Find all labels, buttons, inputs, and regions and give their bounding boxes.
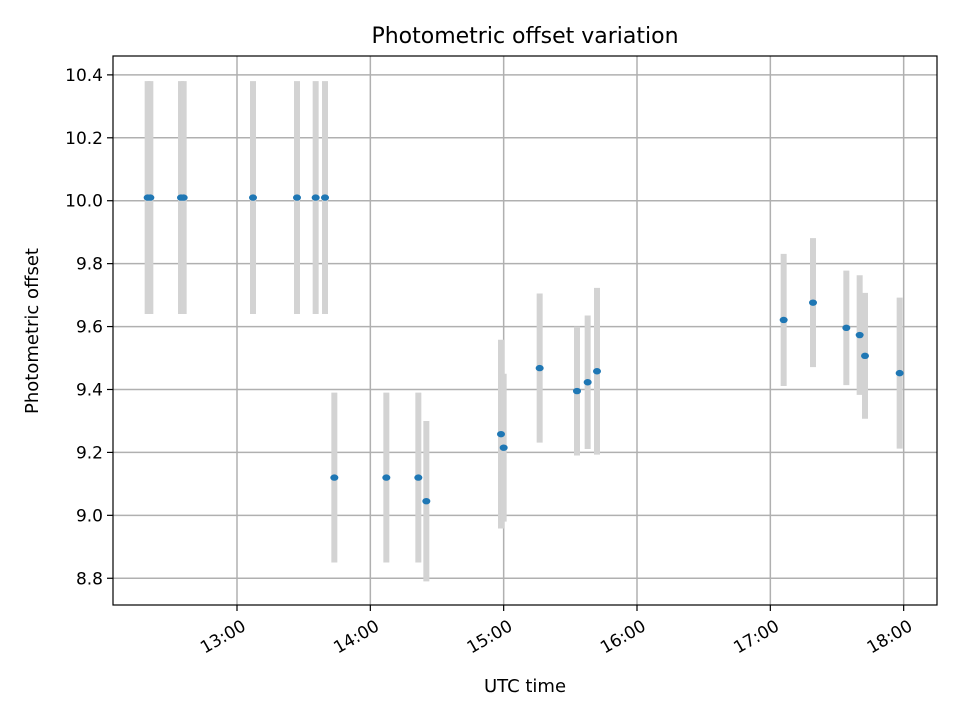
data-point: [895, 369, 904, 377]
y-tick-label: 9.4: [76, 380, 103, 400]
x-axis-label: UTC time: [484, 676, 566, 697]
data-point: [583, 379, 592, 386]
y-axis: 8.8 9.0 9.2 9.4 9.6 9.8 10.0 10.2 10.4: [65, 66, 113, 589]
x-tick-label: 14:00: [330, 616, 382, 658]
data-point: [535, 364, 544, 372]
y-tick-label: 9.0: [76, 506, 103, 526]
data-point: [855, 331, 864, 339]
data-point: [330, 474, 339, 481]
y-tick-label: 8.8: [76, 569, 103, 589]
data-point: [842, 324, 851, 332]
y-tick-label: 9.8: [76, 255, 103, 275]
y-tick-label: 9.6: [76, 318, 103, 338]
data-point: [414, 474, 423, 481]
data-point: [809, 299, 817, 306]
data-point: [146, 194, 155, 201]
x-tick-label: 18:00: [864, 616, 916, 658]
data-point: [422, 497, 431, 505]
x-tick-label: 15:00: [464, 616, 516, 658]
x-tick-label: 13:00: [197, 616, 249, 658]
data-point: [499, 444, 508, 451]
y-tick-label: 9.2: [76, 443, 103, 463]
error-bars: [144, 81, 903, 582]
data-point: [321, 194, 329, 201]
data-point: [573, 387, 581, 395]
y-axis-label: Photometric offset: [22, 248, 43, 414]
data-point: [593, 368, 601, 375]
x-axis: 13:00 14:00 15:00 16:00 17:00 18:00: [197, 605, 916, 658]
data-point: [179, 194, 188, 201]
x-tick-label: 17:00: [730, 616, 782, 658]
data-point: [382, 474, 391, 481]
chart-title: Photometric offset variation: [371, 24, 678, 49]
y-tick-label: 10.4: [65, 66, 103, 86]
data-point: [497, 430, 505, 438]
y-tick-label: 10.2: [65, 129, 103, 149]
x-tick-label: 16:00: [597, 616, 649, 658]
data-points: [143, 194, 904, 505]
plot-frame: [112, 55, 938, 606]
data-point: [861, 352, 869, 360]
data-point: [779, 316, 788, 324]
data-point: [293, 194, 301, 201]
y-tick-label: 10.0: [65, 192, 103, 212]
data-point: [249, 194, 257, 201]
data-point: [311, 194, 320, 201]
